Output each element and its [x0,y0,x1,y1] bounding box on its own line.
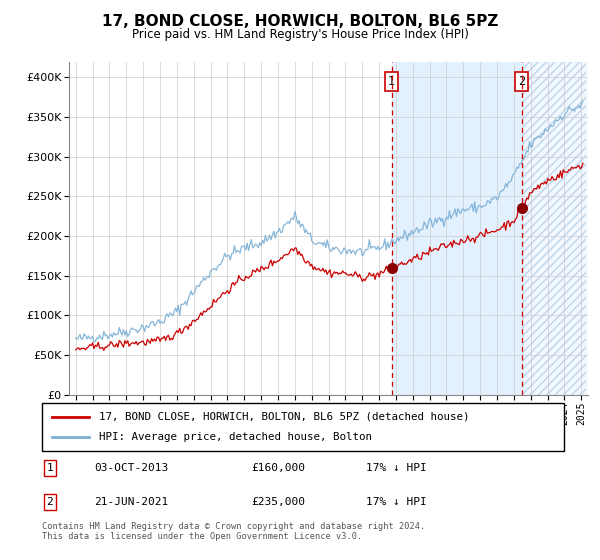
Bar [522,62,586,395]
Text: 21-JUN-2021: 21-JUN-2021 [94,497,169,507]
Text: 2: 2 [46,497,53,507]
Text: 2: 2 [518,75,526,88]
Text: 1: 1 [46,463,53,473]
Text: Price paid vs. HM Land Registry's House Price Index (HPI): Price paid vs. HM Land Registry's House … [131,28,469,41]
Text: 1: 1 [388,75,395,88]
Text: 17, BOND CLOSE, HORWICH, BOLTON, BL6 5PZ (detached house): 17, BOND CLOSE, HORWICH, BOLTON, BL6 5PZ… [100,412,470,422]
Bar [522,62,586,395]
Text: HPI: Average price, detached house, Bolton: HPI: Average price, detached house, Bolt… [100,432,373,442]
Text: 17, BOND CLOSE, HORWICH, BOLTON, BL6 5PZ: 17, BOND CLOSE, HORWICH, BOLTON, BL6 5PZ [102,14,498,29]
Text: £235,000: £235,000 [251,497,305,507]
Text: 17% ↓ HPI: 17% ↓ HPI [365,497,427,507]
Text: 03-OCT-2013: 03-OCT-2013 [94,463,169,473]
Text: £160,000: £160,000 [251,463,305,473]
Bar [392,62,522,395]
Text: 17% ↓ HPI: 17% ↓ HPI [365,463,427,473]
Text: Contains HM Land Registry data © Crown copyright and database right 2024.
This d: Contains HM Land Registry data © Crown c… [42,522,425,542]
